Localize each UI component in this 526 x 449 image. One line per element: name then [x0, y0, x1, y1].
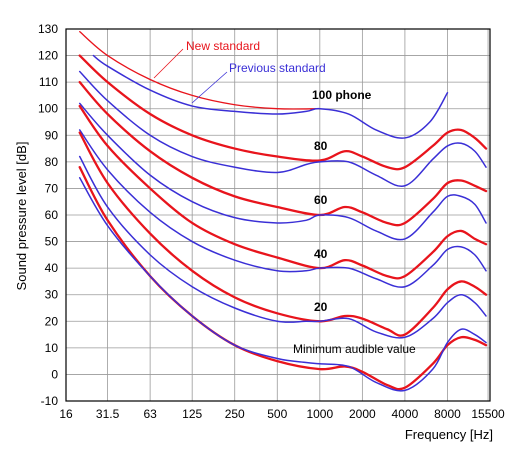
x-tick-label: 250	[225, 407, 245, 421]
x-tick-label: 1000	[306, 407, 333, 421]
curves	[78, 31, 488, 392]
y-tick-label: 90	[45, 128, 59, 142]
x-axis-ticks: 16 31.5 63 125 250 500 1000 2000 4000 8000 15500	[59, 407, 505, 421]
phon-label-40: 40	[314, 247, 328, 261]
plot-frame	[65, 28, 491, 402]
new-standard-curve-20	[78, 131, 488, 337]
previous-standard-label: Previous standard	[229, 61, 326, 75]
new-standard-curve-80	[78, 54, 488, 171]
previous-standard-curve-60	[78, 102, 487, 241]
y-tick-label: 30	[45, 288, 59, 302]
x-tick-label: 125	[182, 407, 202, 421]
x-tick-label: 8000	[434, 407, 461, 421]
x-axis-label: Frequency [Hz]	[405, 427, 493, 442]
y-tick-label: 130	[38, 22, 58, 36]
x-tick-label: 2000	[349, 407, 376, 421]
x-tick-label: 63	[143, 407, 157, 421]
new-standard-curve-40	[78, 104, 488, 280]
new-standard-curve-minimum-audible-value	[78, 166, 488, 391]
y-tick-label: 60	[45, 208, 59, 222]
y-axis-ticks: -10 0 10 20 30 40 50 60 70 80 90 100 110 120 130	[38, 22, 58, 408]
new-standard-curve-100	[79, 31, 321, 110]
y-tick-label: 100	[38, 102, 58, 116]
x-tick-label: 16	[59, 407, 73, 421]
y-tick-label: 50	[45, 235, 59, 249]
grid	[65, 28, 490, 402]
new-standard-curve-60	[78, 80, 488, 227]
new-standard-label: New standard	[186, 39, 260, 53]
y-tick-label: 80	[45, 155, 59, 169]
y-tick-label: 110	[39, 75, 58, 89]
phon-label-20: 20	[314, 300, 328, 314]
y-tick-label: 40	[45, 261, 59, 275]
previous-standard-curve-100	[92, 54, 449, 139]
phon-label-80: 80	[314, 139, 328, 153]
y-tick-label: 0	[51, 367, 58, 381]
y-tick-label: 70	[45, 181, 59, 195]
x-tick-label: 500	[267, 407, 287, 421]
y-tick-label: 20	[45, 314, 59, 328]
new-standard-leader	[153, 48, 184, 79]
y-tick-label: 120	[38, 49, 58, 63]
y-tick-label: -10	[41, 394, 59, 408]
previous-standard-curve-minimum-audible-value	[78, 177, 487, 392]
x-tick-label: 4000	[392, 407, 419, 421]
y-tick-label: 10	[45, 341, 59, 355]
phon-label-60: 60	[314, 193, 328, 207]
phon-label-100: 100 phone	[312, 88, 372, 102]
x-tick-label: 15500	[471, 407, 505, 421]
y-axis-label: Sound pressure level [dB]	[14, 142, 29, 291]
previous-standard-curve-80	[78, 70, 487, 187]
previous-standard-leader	[191, 71, 228, 104]
previous-standard-curve-40	[78, 129, 487, 288]
minimum-audible-label: Minimum audible value	[293, 342, 416, 356]
x-tick-label: 31.5	[96, 407, 120, 421]
previous-standard-curve-20	[78, 155, 487, 339]
